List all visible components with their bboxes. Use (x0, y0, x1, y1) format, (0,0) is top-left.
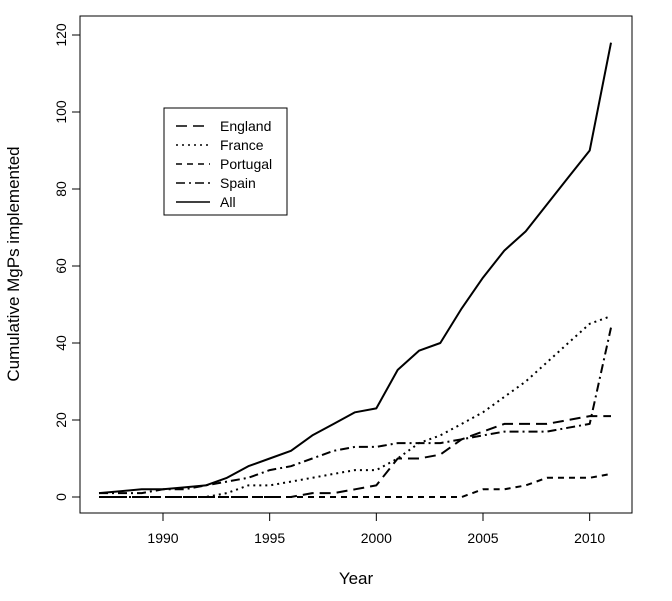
y-tick-label: 120 (53, 23, 69, 47)
x-tick-label: 2010 (574, 530, 605, 546)
y-tick-label: 60 (53, 258, 69, 274)
legend-entry-label: All (220, 194, 236, 210)
series-line-spain (99, 327, 612, 495)
plot-frame (79, 15, 633, 514)
series-lines (98, 42, 612, 498)
x-axis: 1990 1995 2000 2005 2010 (147, 512, 605, 546)
series-line-france (99, 315, 612, 498)
y-axis-title: Cumulative MgPs implemented (4, 146, 23, 381)
legend: England France Portugal Spain All (163, 107, 288, 216)
y-axis: 0 20 40 60 80 100 120 (53, 23, 81, 501)
x-tick-label: 2005 (467, 530, 498, 546)
x-tick-label: 2000 (361, 530, 392, 546)
legend-entry-label: Portugal (220, 156, 272, 172)
x-axis-title: Year (339, 569, 374, 588)
series-line-england (99, 415, 611, 498)
series-line-portugal (99, 472, 612, 498)
y-tick-label: 40 (53, 335, 69, 351)
y-tick-label: 80 (53, 181, 69, 197)
series-line-all (98, 42, 612, 495)
legend-entry-label: Spain (220, 175, 256, 191)
x-tick-label: 1995 (254, 530, 285, 546)
x-tick-label: 1990 (147, 530, 178, 546)
legend-entry-label: France (220, 137, 264, 153)
y-tick-label: 100 (53, 100, 69, 124)
y-tick-label: 20 (53, 412, 69, 428)
legend-entry-label: England (220, 118, 271, 134)
y-tick-label: 0 (53, 493, 69, 501)
